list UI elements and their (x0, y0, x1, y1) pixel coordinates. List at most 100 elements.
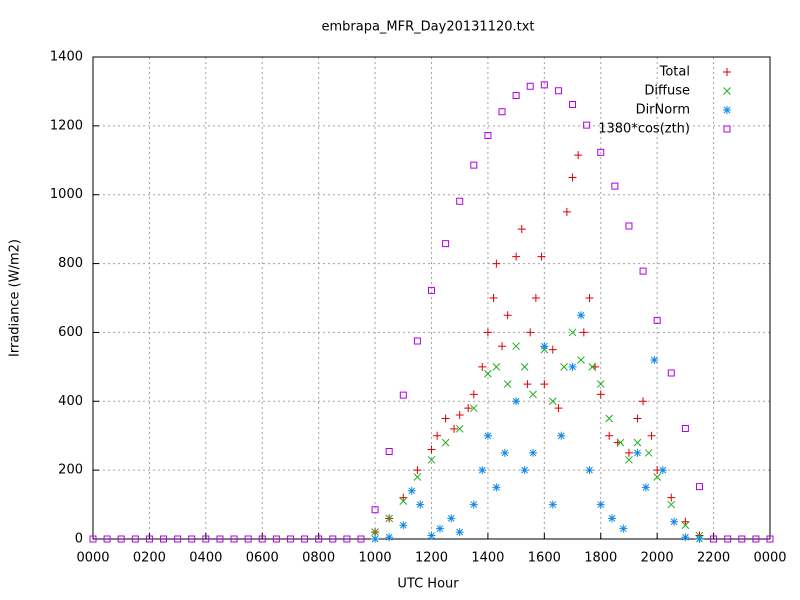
point (529, 390, 537, 399)
point (427, 455, 436, 464)
point (588, 363, 597, 371)
point (456, 197, 464, 205)
x-axis-label: UTC Hour (397, 577, 459, 592)
point (478, 466, 487, 475)
x-tick-label: 1600 (528, 551, 561, 566)
point (611, 182, 619, 190)
point (399, 521, 408, 530)
point (427, 445, 436, 454)
point (568, 328, 577, 337)
point (647, 431, 656, 440)
point (385, 533, 394, 542)
point (160, 535, 168, 543)
point (710, 535, 718, 543)
point (512, 252, 521, 261)
point (554, 404, 563, 413)
point (343, 535, 351, 543)
point (441, 438, 450, 447)
legend-marker (723, 87, 731, 95)
legend-label: 1380*cos(zth) (598, 122, 690, 137)
x-tick-label: 0600 (246, 551, 279, 566)
point (503, 311, 512, 320)
point (441, 414, 450, 423)
point (667, 369, 675, 377)
point (540, 81, 548, 89)
point (244, 535, 252, 543)
point (329, 535, 337, 543)
y-tick-label: 0 (75, 532, 83, 547)
point (371, 535, 380, 543)
point (641, 483, 650, 492)
point (554, 87, 562, 95)
legend-label: Total (659, 65, 690, 80)
point (286, 535, 294, 543)
point (520, 363, 529, 371)
point (117, 535, 125, 543)
x-tick-label: 1400 (471, 551, 504, 566)
point (469, 390, 478, 399)
point (433, 431, 442, 440)
point (548, 500, 557, 509)
legend-label: Diffuse (644, 84, 690, 99)
point (500, 448, 509, 457)
point (548, 397, 557, 406)
legend-marker (723, 125, 731, 133)
point (483, 328, 492, 337)
legend-marker (723, 106, 731, 114)
point (644, 449, 653, 457)
y-axis-label: Irradiance (W/m2) (8, 239, 23, 357)
point (557, 431, 566, 440)
x-tick-label: 1200 (415, 551, 448, 566)
point (399, 391, 407, 399)
point (695, 483, 703, 491)
point (103, 535, 111, 543)
point (625, 222, 633, 230)
point (531, 294, 540, 302)
point (498, 108, 506, 116)
point (131, 535, 139, 543)
point (427, 531, 436, 540)
point (413, 466, 422, 475)
point (562, 207, 571, 216)
point (616, 438, 625, 447)
point (399, 497, 408, 505)
point (413, 337, 421, 345)
point (407, 486, 416, 495)
point (455, 411, 464, 420)
x-tick-label: 0200 (133, 551, 166, 566)
point (385, 448, 393, 456)
x-tick-label: 0000 (753, 551, 786, 566)
point (596, 380, 605, 388)
x-tick-label: 1800 (584, 551, 617, 566)
point (484, 369, 492, 378)
point (258, 535, 266, 543)
point (681, 533, 690, 542)
point (650, 355, 659, 364)
point (653, 473, 662, 481)
point (413, 473, 422, 481)
point (681, 521, 690, 530)
point (399, 493, 408, 502)
point (639, 267, 647, 275)
y-tick-label: 1000 (50, 187, 83, 202)
point (639, 397, 648, 406)
point (596, 500, 605, 509)
point (658, 466, 667, 475)
point (512, 397, 521, 406)
point (577, 356, 585, 364)
x-tick-label: 0800 (302, 551, 335, 566)
point (605, 431, 614, 440)
point (577, 311, 586, 320)
point (597, 148, 605, 156)
point (492, 259, 501, 268)
point (608, 514, 617, 523)
x-tick-label: 0400 (189, 551, 222, 566)
point (605, 414, 614, 423)
point (492, 483, 501, 492)
legend-marker (723, 68, 731, 76)
point (385, 514, 394, 523)
point (357, 535, 365, 543)
point (188, 535, 196, 543)
point (548, 345, 557, 354)
point (526, 82, 534, 90)
